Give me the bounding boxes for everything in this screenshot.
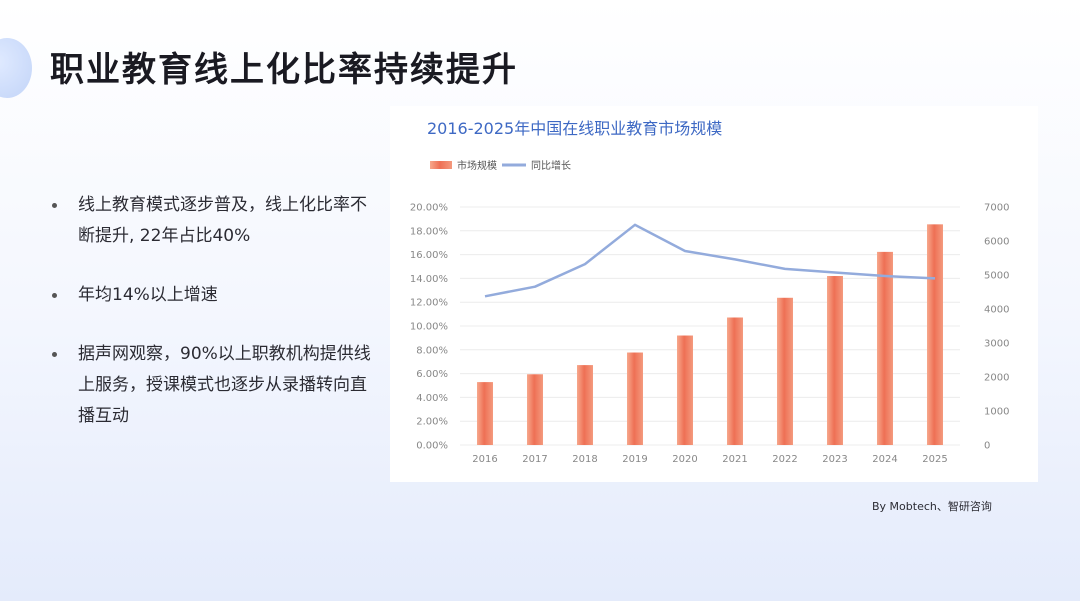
y-right-tick-label: 2000	[984, 373, 1009, 384]
y-left-tick-label: 14.00%	[410, 274, 448, 285]
y-left-tick-label: 20.00%	[410, 203, 448, 214]
x-tick-label: 2021	[722, 454, 747, 465]
y-left-tick-label: 0.00%	[416, 441, 448, 452]
bullet-list: 线上教育模式逐步普及，线上化比率不断提升, 22年占比40% 年均14%以上增速…	[52, 190, 372, 460]
chart-grid	[460, 206, 960, 446]
y-left-tick-label: 12.00%	[410, 298, 448, 309]
chart-line	[484, 223, 936, 298]
y-left-tick-label: 4.00%	[416, 393, 448, 404]
bar-2022	[777, 297, 793, 445]
page-title: 职业教育线上化比率持续提升	[50, 50, 518, 90]
chart-title: 2016-2025年中国在线职业教育市场规模	[427, 119, 722, 138]
bullet-dot-icon	[52, 293, 57, 298]
bullet-dot-icon	[52, 352, 57, 357]
x-tick-label: 2019	[622, 454, 647, 465]
x-tick-label: 2022	[772, 454, 797, 465]
y-right-tick-label: 4000	[984, 305, 1009, 316]
source-note: By Mobtech、智研咨询	[872, 500, 992, 513]
bar-2016	[477, 382, 493, 445]
bullet-text: 线上教育模式逐步普及，线上化比率不断提升, 22年占比40%	[78, 195, 367, 246]
bullet-dot-icon	[52, 203, 57, 208]
market-size-chart: 2016-2025年中国在线职业教育市场规模 市场规模 同比增长 0.00% 2.0…	[410, 119, 1010, 466]
x-tick-label: 2020	[672, 454, 697, 465]
bullet-item: 线上教育模式逐步普及，线上化比率不断提升, 22年占比40%	[52, 190, 372, 252]
y-right-tick-label: 5000	[984, 271, 1009, 282]
y-left-tick-label: 16.00%	[410, 250, 448, 261]
bar-2023	[827, 276, 843, 445]
bar-2021	[727, 317, 743, 445]
x-tick-label: 2017	[522, 454, 547, 465]
legend-label-bar: 市场规模	[457, 159, 497, 172]
bar-2018	[577, 365, 593, 445]
bar-2025	[927, 224, 943, 445]
bullet-item: 据声网观察，90%以上职教机构提供线上服务，授课模式也逐步从录播转向直播互动	[52, 339, 372, 432]
bullet-item: 年均14%以上增速	[52, 280, 372, 311]
y-right-tick-label: 3000	[984, 339, 1009, 350]
chart-bars	[477, 224, 943, 445]
bullet-text: 年均14%以上增速	[78, 285, 218, 305]
bar-2020	[677, 335, 693, 445]
y-right-tick-label: 1000	[984, 407, 1009, 418]
y-left-tick-label: 18.00%	[410, 226, 448, 237]
x-tick-label: 2025	[922, 454, 947, 465]
bar-2017	[527, 374, 543, 445]
bar-2024	[877, 251, 893, 445]
x-tick-label: 2016	[472, 454, 497, 465]
y-left-tick-label: 6.00%	[416, 369, 448, 380]
legend-label-line: 同比增长	[531, 159, 571, 172]
bar-2019	[627, 352, 643, 445]
legend-bar-swatch-icon	[430, 161, 452, 169]
decorative-blob	[0, 38, 32, 98]
x-tick-label: 2023	[822, 454, 847, 465]
y-left-tick-label: 2.00%	[416, 417, 448, 428]
y-left-tick-label: 8.00%	[416, 345, 448, 356]
y-right-tick-label: 0	[984, 441, 990, 452]
x-tick-label: 2024	[872, 454, 897, 465]
y-right-tick-label: 7000	[984, 203, 1009, 214]
x-tick-label: 2018	[572, 454, 597, 465]
y-right-tick-label: 6000	[984, 237, 1009, 248]
bullet-text: 据声网观察，90%以上职教机构提供线上服务，授课模式也逐步从录播转向直播互动	[78, 344, 371, 426]
chart-axes: 0.00% 2.00% 4.00% 6.00% 8.00% 10.00% 12.00% 14.…	[410, 203, 1010, 466]
chart-legend: 市场规模 同比增长	[430, 159, 571, 172]
growth-line	[484, 223, 936, 298]
y-left-tick-label: 10.00%	[410, 322, 448, 333]
chart-card: 2016-2025年中国在线职业教育市场规模 市场规模 同比增长 0.00% 2.0…	[390, 106, 1038, 482]
